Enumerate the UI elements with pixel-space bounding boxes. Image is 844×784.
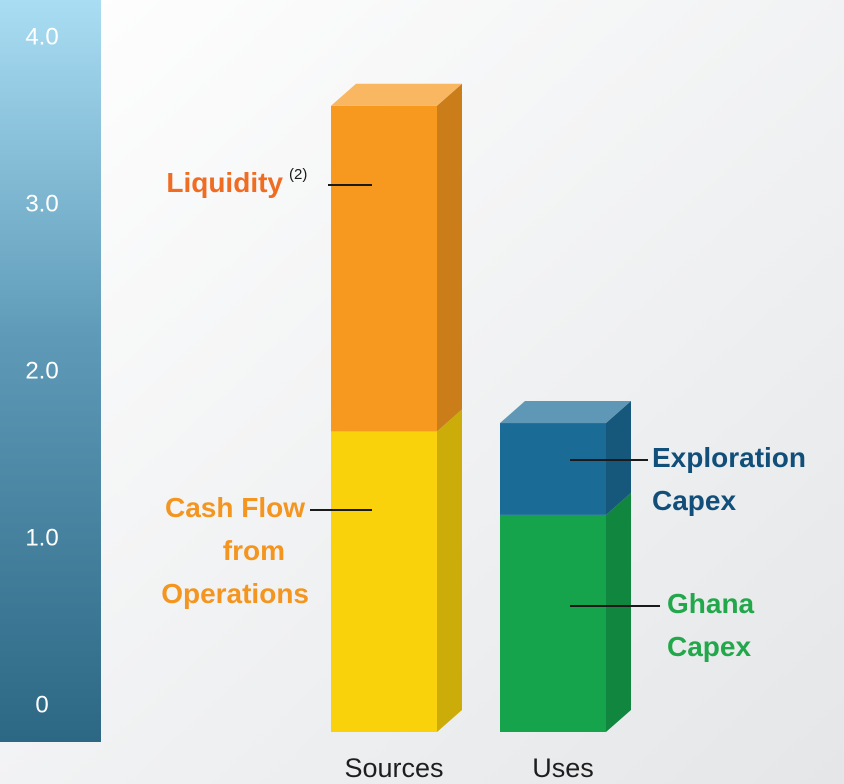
series-label: Ghana Capex [667,588,755,662]
bar-segment [331,431,437,732]
axis-bar [0,0,101,742]
y-tick-label: 1.0 [25,524,58,551]
y-tick-label: 3.0 [25,190,58,217]
bar-segment [500,514,606,732]
y-tick-label: 0 [35,691,48,718]
bar-segment [331,105,437,432]
bar-segment-side [437,409,462,732]
bar-segment-side [606,492,631,732]
y-tick-label: 4.0 [25,23,58,50]
x-tick-label: Sources [344,753,443,783]
bar-top [331,83,462,106]
series-label: Exploration Capex [652,442,806,516]
footnote-marker: (2) [289,166,307,183]
series-label: Liquidity [166,167,283,198]
bar-segment [500,423,606,515]
bar-segment-side [437,83,462,432]
bar-top [500,401,631,424]
y-tick-label: 2.0 [25,357,58,384]
x-tick-label: Uses [532,753,594,783]
series-label: Cash Flow from Operations [161,492,309,609]
bar-segment-side [606,401,631,515]
